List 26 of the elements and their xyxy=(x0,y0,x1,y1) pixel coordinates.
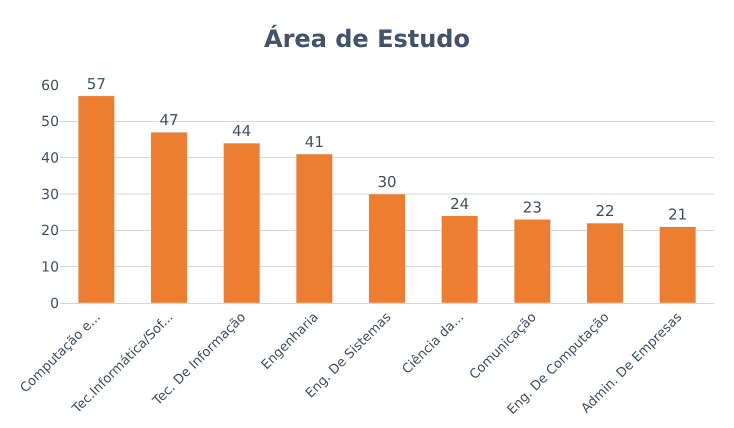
bar xyxy=(586,222,624,303)
data-label: 24 xyxy=(450,194,470,213)
bar xyxy=(150,132,188,303)
data-label: 22 xyxy=(595,202,615,220)
bar xyxy=(296,154,333,303)
bar xyxy=(659,226,696,303)
data-label: 57 xyxy=(86,74,106,93)
data-label: 41 xyxy=(304,133,324,152)
bar xyxy=(368,194,406,303)
y-tick-label: 40 xyxy=(41,150,59,167)
bar xyxy=(223,142,260,303)
bar xyxy=(441,216,478,303)
y-tick-label: 20 xyxy=(41,223,59,240)
bar xyxy=(514,219,551,303)
y-tick-label: 0 xyxy=(50,296,59,312)
data-label: 23 xyxy=(522,198,542,216)
data-label: 44 xyxy=(232,122,252,140)
y-tick-label: 30 xyxy=(41,186,59,203)
data-label: 47 xyxy=(159,111,179,130)
y-tick-label: 60 xyxy=(41,78,59,94)
chart-title: Área de Estudo xyxy=(264,24,470,53)
data-label: 21 xyxy=(668,206,688,224)
y-tick-label: 10 xyxy=(41,260,59,276)
data-label: 30 xyxy=(377,173,397,191)
y-tick-label: 50 xyxy=(41,114,59,130)
bar xyxy=(78,96,115,303)
